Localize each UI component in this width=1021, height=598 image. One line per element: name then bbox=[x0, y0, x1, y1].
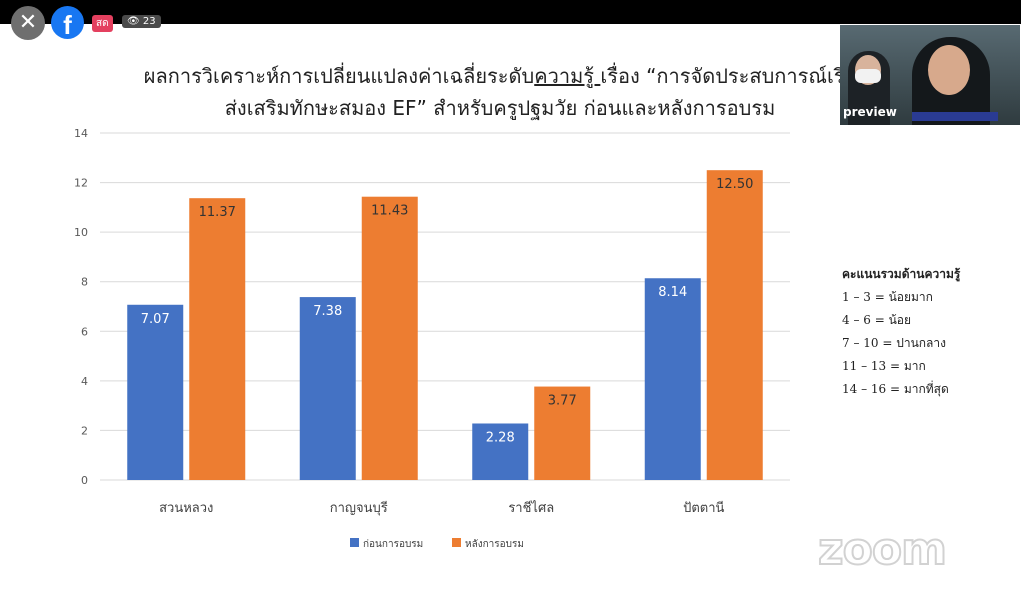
data-label: 7.07 bbox=[141, 312, 170, 327]
data-label: 12.50 bbox=[716, 177, 753, 192]
data-label: 11.43 bbox=[371, 204, 408, 219]
bar bbox=[299, 297, 356, 480]
y-tick-label: 0 bbox=[81, 474, 88, 487]
title-underlined-word: ความรู้ bbox=[534, 64, 601, 88]
close-icon[interactable]: ✕ bbox=[11, 6, 45, 40]
x-tick-label: สวนหลวง bbox=[159, 501, 213, 516]
title-line-2: ส่งเสริมทักษะสมอง EF” สำหรับครูปฐมวัย ก่… bbox=[224, 96, 776, 120]
legend-label: ก่อนการอบรม bbox=[363, 539, 423, 550]
speaker-name-bar bbox=[912, 112, 998, 121]
zoom-logo: zoom bbox=[817, 523, 948, 576]
data-label: 8.14 bbox=[658, 285, 687, 300]
data-label: 3.77 bbox=[548, 394, 577, 409]
x-tick-label: กาญจนบุรี bbox=[330, 500, 388, 516]
score-legend-item: 14 – 16 = มากที่สุด bbox=[842, 382, 949, 396]
video-preview[interactable]: preview bbox=[840, 25, 1020, 125]
y-tick-label: 14 bbox=[74, 127, 88, 140]
legend-swatch bbox=[452, 538, 461, 547]
viewer-count: 23 bbox=[142, 16, 156, 27]
data-label: 7.38 bbox=[313, 304, 342, 319]
bar bbox=[472, 423, 529, 480]
legend-swatch bbox=[350, 538, 359, 547]
facebook-icon[interactable]: f bbox=[51, 6, 84, 39]
title-line-1: ผลการวิเคราะห์การเปลี่ยนแปลงค่าเฉลี่ยระด… bbox=[120, 60, 880, 92]
score-legend: คะแนนรวมด้านความรู้ 1 – 3 = น้อยมาก 4 – … bbox=[842, 263, 960, 401]
score-legend-item: 1 – 3 = น้อยมาก bbox=[842, 290, 933, 304]
score-legend-header: คะแนนรวมด้านความรู้ bbox=[842, 267, 961, 281]
y-tick-label: 10 bbox=[74, 226, 88, 239]
face-mask bbox=[855, 69, 881, 83]
slide-title: ผลการวิเคราะห์การเปลี่ยนแปลงค่าเฉลี่ยระด… bbox=[120, 60, 880, 124]
legend-label: หลังการอบรม bbox=[465, 539, 524, 550]
x-tick-label: ปัตตานี bbox=[683, 500, 724, 516]
preview-label: preview bbox=[843, 105, 897, 119]
data-label: 2.28 bbox=[486, 430, 515, 445]
title-line-1-suffix: เรื่อง “การจัดประสบการณ์เรีย bbox=[600, 64, 857, 88]
y-tick-label: 2 bbox=[81, 424, 88, 437]
bar bbox=[534, 386, 591, 480]
bar bbox=[644, 278, 701, 480]
bar bbox=[706, 170, 763, 480]
score-legend-item: 7 – 10 = ปานกลาง bbox=[842, 336, 946, 350]
bar bbox=[127, 304, 184, 480]
top-bar bbox=[0, 0, 1021, 24]
live-badge: สด bbox=[92, 15, 113, 32]
score-legend-item: 11 – 13 = มาก bbox=[842, 359, 926, 373]
x-tick-label: ราชีไศล bbox=[508, 500, 554, 516]
viewer-count-badge: 👁 23 bbox=[122, 15, 161, 28]
eye-icon: 👁 bbox=[127, 16, 140, 27]
data-label: 11.37 bbox=[199, 205, 236, 220]
speaker-face bbox=[928, 45, 970, 95]
title-line-1-prefix: ผลการวิเคราะห์การเปลี่ยนแปลงค่าเฉลี่ยระด… bbox=[143, 64, 535, 88]
bar bbox=[361, 196, 418, 480]
y-tick-label: 6 bbox=[81, 325, 88, 338]
y-tick-label: 8 bbox=[81, 276, 88, 289]
y-tick-label: 12 bbox=[74, 177, 88, 190]
bar bbox=[189, 198, 246, 480]
y-tick-label: 4 bbox=[81, 375, 88, 388]
score-legend-item: 4 – 6 = น้อย bbox=[842, 313, 912, 327]
